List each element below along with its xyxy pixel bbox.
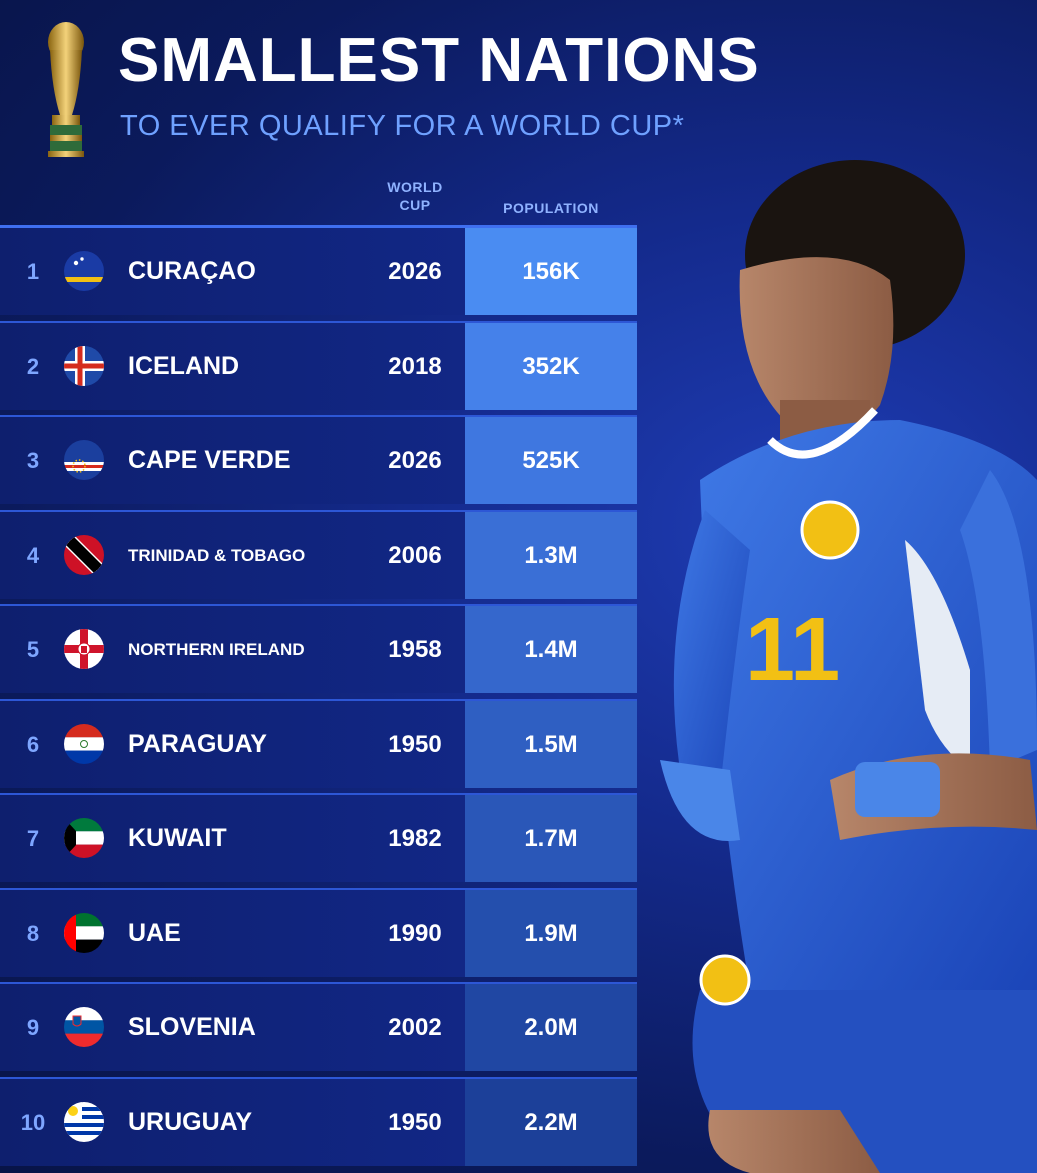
population-column-header: POPULATION [503,200,599,216]
population-value: 1.5M [465,700,637,788]
nations-table: 1 CURAÇAO 2026 156K 2 ICELAND 2018 352K … [0,225,637,1171]
rank-number: 1 [26,259,40,284]
country-name: ICELAND [128,351,240,380]
country-name: NORTHERN IRELAND [128,640,305,659]
paraguay-flag-icon [64,723,104,764]
rank-number: 9 [26,1015,40,1040]
rank-number: 8 [26,920,40,946]
slovenia-flag-icon [64,1007,104,1047]
world-cup-year: 1950 [388,730,442,758]
world-cup-column-header: WORLD CUP [372,178,458,214]
table-row: 8 UAE 1990 1.9M [0,887,637,977]
population-value: 2.0M [465,984,637,1071]
world-cup-header-line1: WORLD [387,179,443,195]
jersey-number: 11 [745,600,840,700]
population-value: 352K [465,322,637,410]
population-value: 1.3M [465,511,637,599]
population-value: 2.2M [465,1078,637,1166]
table-row: 6 PARAGUAY 1950 1.5M [0,698,637,788]
population-value: 156K [465,228,637,315]
table-row: 10 URUGUAY 1950 2.2M [0,1076,637,1166]
rank-number: 3 [26,448,40,473]
cape-verde-flag-icon [64,440,104,480]
table-row: 2 ICELAND 2018 352K [0,320,637,410]
rank-number: 10 [20,1109,46,1135]
table-row: 4 TRINIDAD & TOBAGO 2006 1.3M [0,509,637,599]
population-value: 1.4M [465,606,637,693]
table-row: 3 CAPE VERDE 2026 525K [0,415,637,504]
world-cup-year: 2026 [388,447,442,474]
table-row: 1 CURAÇAO 2026 156K [0,225,637,315]
iceland-flag-icon [64,345,104,386]
population-value: 1.7M [465,795,637,882]
table-row: 5 NORTHERN IRELAND 1958 1.4M [0,604,637,693]
country-name: KUWAIT [128,824,227,852]
uruguay-flag-icon [64,1101,104,1142]
northern-ireland-flag-icon [64,629,104,669]
rank-number: 6 [26,731,40,757]
world-cup-year: 2006 [388,541,442,569]
rank-number: 2 [26,353,40,379]
world-cup-header-line2: CUP [399,197,431,213]
rank-number: 4 [26,542,40,568]
world-cup-year: 1982 [388,825,442,852]
kuwait-flag-icon [64,818,104,858]
table-row: 7 KUWAIT 1982 1.7M [0,793,637,882]
page-subtitle: TO EVER QUALIFY FOR A WORLD CUP* [120,110,685,142]
world-cup-year: 2026 [388,258,442,285]
country-name: SLOVENIA [128,1013,256,1041]
table-row: 9 SLOVENIA 2002 2.0M [0,982,637,1071]
world-cup-trophy-icon [48,22,84,157]
country-name: CURAÇAO [128,257,256,285]
population-value: 525K [465,417,637,504]
world-cup-year: 2002 [388,1014,442,1041]
country-name: TRINIDAD & TOBAGO [128,545,306,565]
population-value: 1.9M [465,889,637,977]
world-cup-year: 2018 [388,352,442,380]
curacao-flag-icon [64,251,104,291]
player-image: 11 [660,160,1037,1173]
rank-number: 7 [26,826,40,851]
page-title: SMALLEST NATIONS [118,26,760,95]
country-name: URUGUAY [128,1107,253,1136]
country-name: UAE [128,918,181,947]
country-name: PARAGUAY [128,729,267,758]
rank-number: 5 [26,637,40,662]
uae-flag-icon [64,912,104,953]
world-cup-year: 1950 [388,1108,442,1136]
world-cup-year: 1958 [388,636,442,663]
world-cup-year: 1990 [388,919,442,947]
country-name: CAPE VERDE [128,446,291,474]
trinidad-tobago-flag-icon [64,534,104,575]
